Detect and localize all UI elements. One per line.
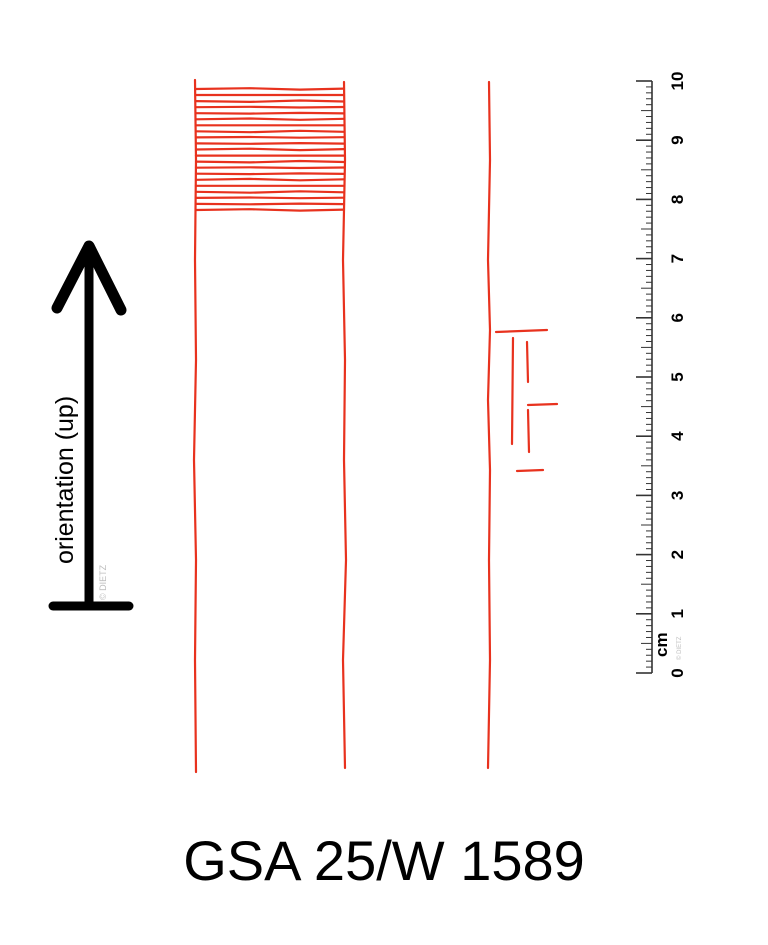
profile-edge <box>486 80 492 770</box>
hatch-line <box>194 117 346 121</box>
hatch-line <box>194 166 346 170</box>
hatch-line <box>194 190 346 194</box>
arrow-copyright: © DIETZ <box>98 564 108 600</box>
scale-copyright: © DIETZ <box>676 636 683 660</box>
scale-tick-label: 6 <box>668 313 687 322</box>
hatch-line <box>194 177 346 182</box>
scale-tick-label: 3 <box>668 491 687 500</box>
scale-tick-label: 9 <box>668 135 687 144</box>
scale-tick-label: 0 <box>668 668 687 677</box>
scale-tick-label: 5 <box>668 372 687 381</box>
hatch-line <box>194 99 346 104</box>
object-side-profile <box>486 80 559 770</box>
hatch-line <box>194 111 346 115</box>
profile-detail-top <box>494 328 549 334</box>
scale-tick-label: 2 <box>668 550 687 559</box>
hatch-line <box>194 141 346 145</box>
scale-tick-label: 7 <box>668 254 687 263</box>
hatching-lines <box>194 87 346 212</box>
profile-detail-bottom <box>515 468 545 473</box>
hatch-line <box>194 129 346 134</box>
profile-detail-left <box>510 336 515 446</box>
scale-tick-label: 4 <box>668 431 687 441</box>
front-left-edge <box>192 78 198 774</box>
orientation-label: orientation (up) <box>51 396 79 564</box>
profile-detail-inner-upper <box>525 340 530 384</box>
profile-detail-inner-lower <box>526 408 531 454</box>
orientation-arrow <box>48 240 134 611</box>
hatch-line <box>194 147 346 152</box>
scale-tick-label: 10 <box>668 72 687 91</box>
front-right-edge <box>341 80 348 770</box>
hatch-line <box>194 105 346 109</box>
hatch-line <box>194 172 346 176</box>
profile-detail-mid <box>526 402 559 407</box>
scale-tick-label: 1 <box>668 609 687 618</box>
scale-unit: cm <box>652 632 671 657</box>
hatch-line <box>194 159 346 164</box>
hatch-line <box>194 202 346 206</box>
object-title: GSA 25/W 1589 <box>183 829 585 892</box>
hatch-line <box>194 208 346 212</box>
scale-tick-label: 8 <box>668 195 687 204</box>
scale-ruler: 0 1 2 3 4 5 6 7 8 9 10 <box>636 72 687 678</box>
hatch-line <box>194 87 346 91</box>
object-front-view <box>192 78 348 774</box>
hatch-line <box>194 196 346 200</box>
hatch-line <box>194 135 346 139</box>
